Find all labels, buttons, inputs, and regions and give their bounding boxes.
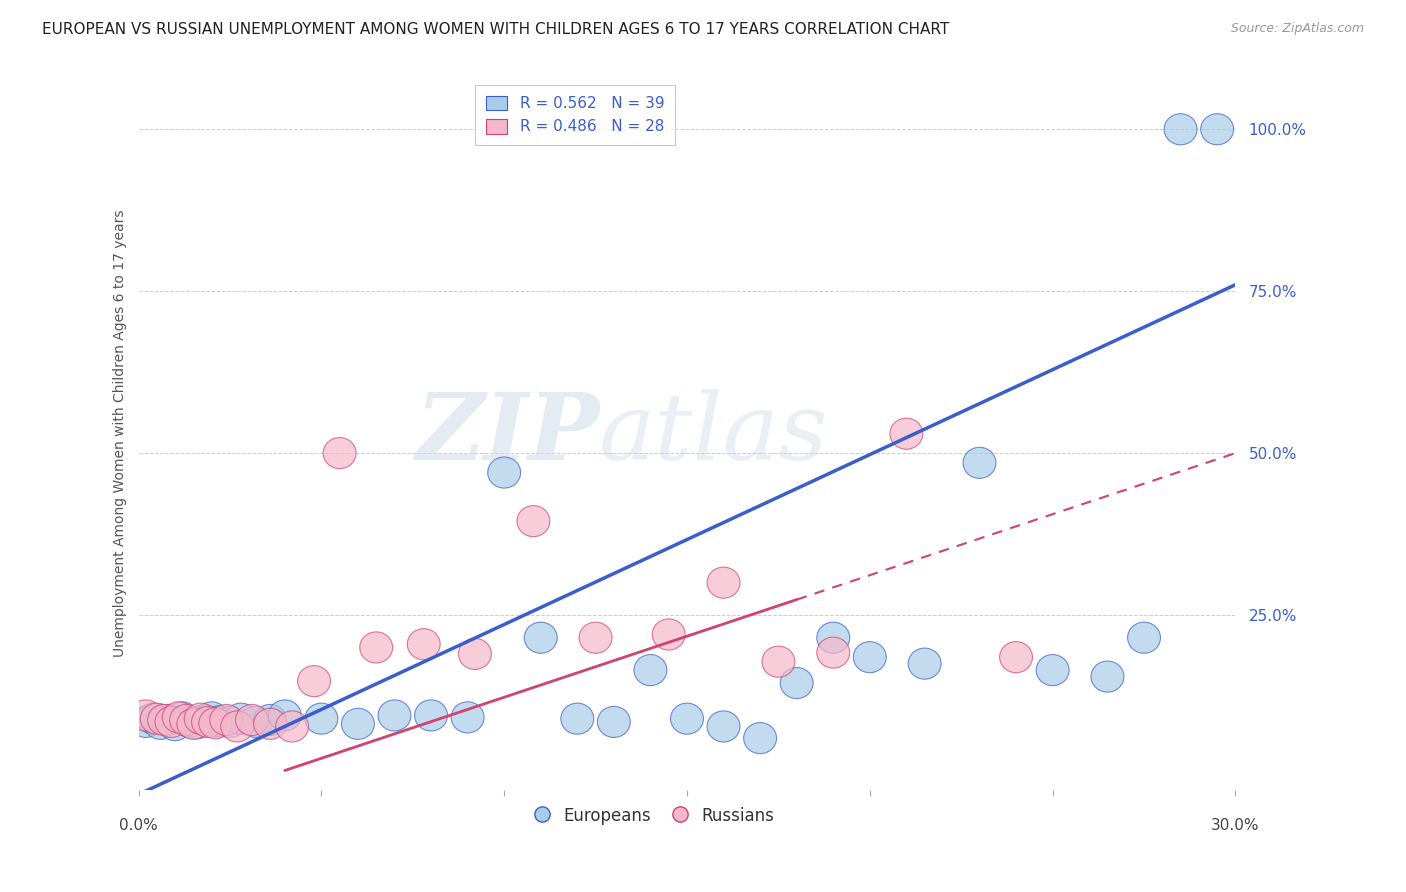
Ellipse shape bbox=[1201, 113, 1233, 145]
Ellipse shape bbox=[458, 639, 491, 670]
Ellipse shape bbox=[276, 711, 308, 742]
Ellipse shape bbox=[1000, 641, 1032, 673]
Ellipse shape bbox=[184, 703, 217, 734]
Ellipse shape bbox=[141, 703, 173, 734]
Ellipse shape bbox=[671, 703, 703, 734]
Ellipse shape bbox=[180, 707, 214, 739]
Ellipse shape bbox=[253, 705, 287, 736]
Ellipse shape bbox=[908, 648, 941, 679]
Ellipse shape bbox=[166, 702, 198, 733]
Ellipse shape bbox=[159, 710, 191, 740]
Ellipse shape bbox=[451, 702, 484, 733]
Ellipse shape bbox=[652, 619, 685, 650]
Ellipse shape bbox=[221, 711, 253, 742]
Ellipse shape bbox=[214, 706, 246, 738]
Legend: Europeans, Russians: Europeans, Russians bbox=[527, 800, 780, 831]
Ellipse shape bbox=[360, 632, 392, 663]
Ellipse shape bbox=[253, 708, 287, 739]
Ellipse shape bbox=[817, 637, 849, 668]
Ellipse shape bbox=[524, 622, 557, 653]
Ellipse shape bbox=[780, 667, 813, 698]
Ellipse shape bbox=[817, 622, 849, 653]
Y-axis label: Unemployment Among Women with Children Ages 6 to 17 years: Unemployment Among Women with Children A… bbox=[114, 210, 128, 657]
Ellipse shape bbox=[1128, 622, 1160, 653]
Ellipse shape bbox=[1036, 655, 1069, 686]
Ellipse shape bbox=[744, 723, 776, 754]
Ellipse shape bbox=[225, 703, 257, 734]
Ellipse shape bbox=[191, 706, 225, 738]
Ellipse shape bbox=[129, 700, 162, 731]
Ellipse shape bbox=[152, 705, 184, 736]
Ellipse shape bbox=[173, 706, 207, 738]
Ellipse shape bbox=[198, 707, 232, 739]
Ellipse shape bbox=[209, 705, 243, 736]
Ellipse shape bbox=[170, 705, 202, 736]
Text: 30.0%: 30.0% bbox=[1211, 819, 1260, 833]
Ellipse shape bbox=[136, 703, 170, 734]
Ellipse shape bbox=[762, 646, 794, 677]
Ellipse shape bbox=[378, 700, 411, 731]
Ellipse shape bbox=[890, 418, 922, 450]
Ellipse shape bbox=[239, 706, 271, 738]
Text: ZIP: ZIP bbox=[415, 389, 599, 479]
Ellipse shape bbox=[148, 705, 180, 736]
Ellipse shape bbox=[598, 706, 630, 738]
Ellipse shape bbox=[579, 622, 612, 653]
Text: Source: ZipAtlas.com: Source: ZipAtlas.com bbox=[1230, 22, 1364, 36]
Ellipse shape bbox=[323, 438, 356, 468]
Ellipse shape bbox=[129, 706, 162, 738]
Ellipse shape bbox=[488, 457, 520, 488]
Ellipse shape bbox=[342, 708, 374, 739]
Ellipse shape bbox=[415, 700, 447, 731]
Ellipse shape bbox=[235, 705, 269, 736]
Ellipse shape bbox=[202, 706, 235, 737]
Ellipse shape bbox=[707, 567, 740, 599]
Ellipse shape bbox=[195, 702, 228, 733]
Ellipse shape bbox=[963, 447, 995, 478]
Ellipse shape bbox=[269, 700, 301, 731]
Ellipse shape bbox=[561, 703, 593, 734]
Ellipse shape bbox=[177, 708, 209, 739]
Ellipse shape bbox=[707, 711, 740, 742]
Text: 0.0%: 0.0% bbox=[120, 819, 157, 833]
Ellipse shape bbox=[305, 703, 337, 734]
Ellipse shape bbox=[853, 641, 886, 673]
Ellipse shape bbox=[155, 706, 188, 738]
Ellipse shape bbox=[1091, 661, 1123, 692]
Ellipse shape bbox=[188, 705, 221, 736]
Ellipse shape bbox=[143, 708, 177, 739]
Ellipse shape bbox=[162, 702, 195, 733]
Text: EUROPEAN VS RUSSIAN UNEMPLOYMENT AMONG WOMEN WITH CHILDREN AGES 6 TO 17 YEARS CO: EUROPEAN VS RUSSIAN UNEMPLOYMENT AMONG W… bbox=[42, 22, 949, 37]
Ellipse shape bbox=[298, 665, 330, 697]
Ellipse shape bbox=[517, 506, 550, 537]
Text: atlas: atlas bbox=[599, 389, 828, 479]
Ellipse shape bbox=[1164, 113, 1197, 145]
Ellipse shape bbox=[634, 655, 666, 686]
Ellipse shape bbox=[408, 629, 440, 660]
